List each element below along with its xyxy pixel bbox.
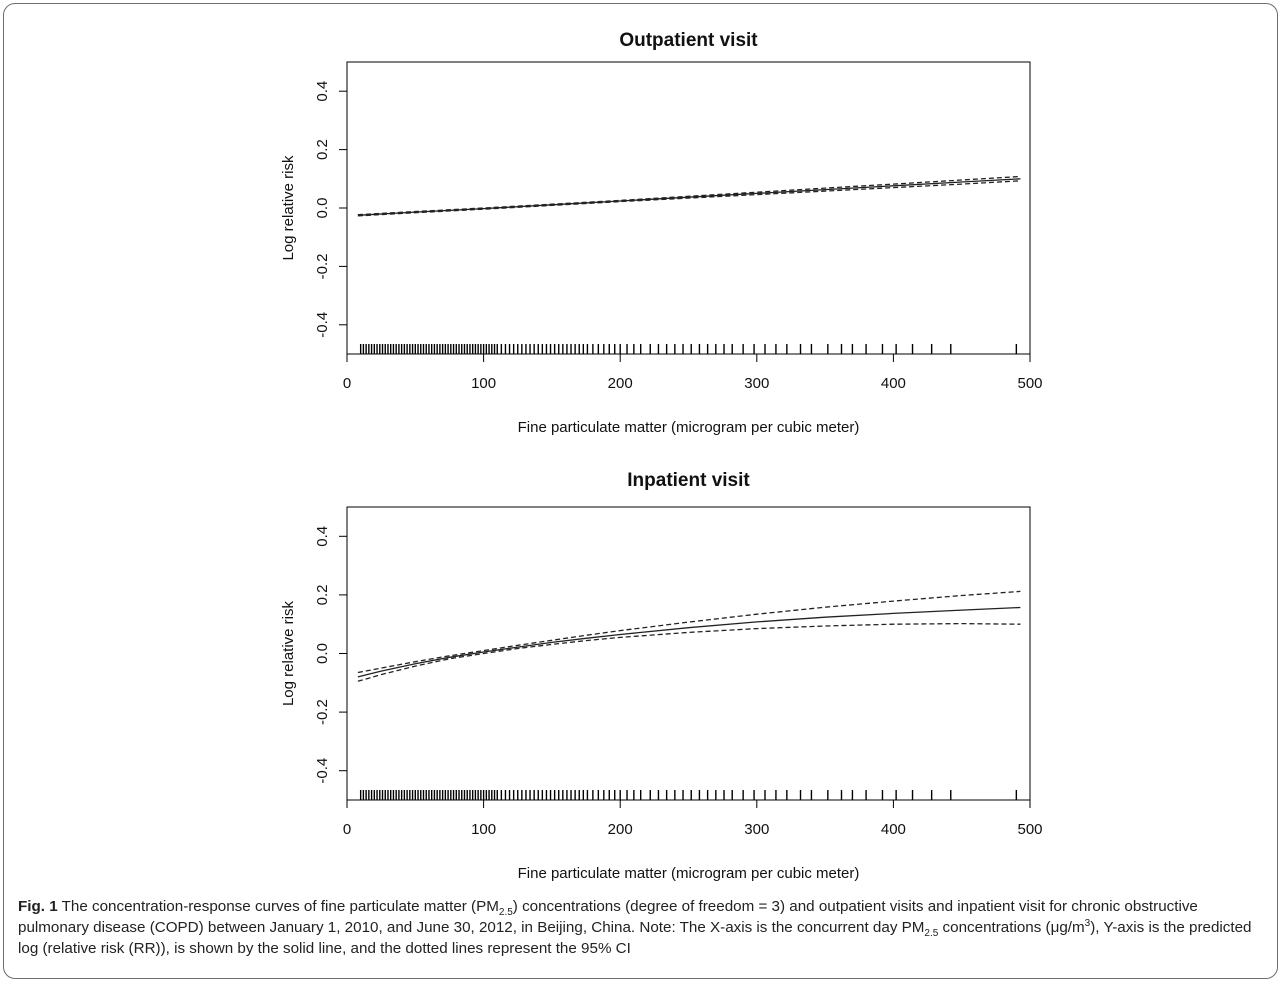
plot-frame [346,506,1031,801]
x-tick-label: 100 [471,375,496,392]
series-line-ci-upper [357,590,1021,674]
caption-sub-1: 2.5 [498,907,513,919]
y-tick-label: -0.4 [314,758,331,784]
x-tick-label: 300 [744,375,769,392]
series-line-ci-lower [357,180,1021,217]
y-tick-label: -0.2 [314,699,331,725]
panel-outpatient: Outpatient visit 0 100 200 300 400 500 -0.4 -0.2… [280,30,1043,436]
x-tick-label: 200 [608,821,633,838]
caption-text-4: ), Y-axis is the predicted log (relative… [18,919,1252,957]
rug [359,344,1018,354]
x-tick-label: 500 [1017,375,1042,392]
y-tick-label: -0.4 [314,312,331,338]
y-axis-label: Log relative risk [280,600,297,706]
y-axis-label: Log relative risk [280,155,297,261]
caption-text-2: ) concentrations (degree of freedom = 3)… [18,898,1198,936]
x-tick-label: 100 [471,821,496,838]
x-tick-label: 400 [881,375,906,392]
caption-text-3: concentrations (μg/m [938,919,1085,936]
y-tick-label: 0.2 [314,139,331,160]
caption-text-1: The concentration-response curves of fin… [57,898,499,915]
x-tick-label: 400 [881,821,906,838]
x-tick-label: 200 [608,375,633,392]
x-axis-label: Fine particulate matter (microgram per c… [518,419,860,436]
figure-svg: Outpatient visit 0 100 200 300 400 500 -0.4 -0.2… [280,30,1043,882]
series-line-ci-upper [357,175,1021,216]
x-tick-label: 500 [1017,821,1042,838]
chart-title: Outpatient visit [619,30,758,51]
x-tick-label: 0 [343,375,351,392]
caption-label: Fig. 1 [18,898,58,915]
y-tick-label: -0.2 [314,253,331,279]
figure-caption: Fig. 1 The concentration-response curves… [18,896,1268,959]
x-axis-label: Fine particulate matter (microgram per c… [518,865,860,882]
figure-frame [3,3,1278,979]
chart-title: Inpatient visit [627,470,750,491]
plot-frame [346,61,1031,355]
series-line-estimate [357,606,1021,678]
x-tick-label: 300 [744,821,769,838]
panel-inpatient: Inpatient visit 0 100 200 300 400 500 -0.4 -0.2 0… [280,470,1043,882]
series-line-ci-lower [357,622,1021,682]
y-tick-label: 0.0 [314,198,331,219]
rug [359,790,1018,800]
series-line-estimate [357,178,1021,216]
y-tick-label: 0.4 [314,81,331,102]
y-tick-label: 0.0 [314,643,331,664]
y-tick-label: 0.4 [314,526,331,547]
y-tick-label: 0.2 [314,584,331,605]
caption-sub-2: 2.5 [924,928,939,940]
caption-sup-1: 3 [1084,917,1091,929]
x-tick-label: 0 [343,821,351,838]
